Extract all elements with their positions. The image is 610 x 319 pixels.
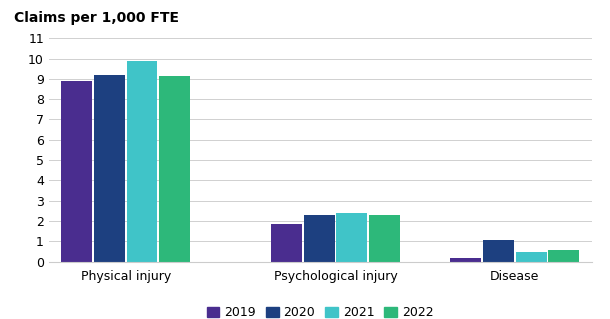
Bar [271,224,302,262]
Bar [94,75,125,262]
Legend: 2019, 2020, 2021, 2022: 2019, 2020, 2021, 2022 [202,301,439,319]
Bar [159,76,190,262]
Bar [61,81,92,262]
Bar [304,216,334,262]
Bar [369,215,400,262]
Bar [126,61,157,262]
Text: Claims per 1,000 FTE: Claims per 1,000 FTE [13,11,179,25]
Bar [450,258,481,262]
Bar [483,240,514,262]
Bar [515,252,547,262]
Bar [548,250,580,262]
Bar [336,213,367,262]
